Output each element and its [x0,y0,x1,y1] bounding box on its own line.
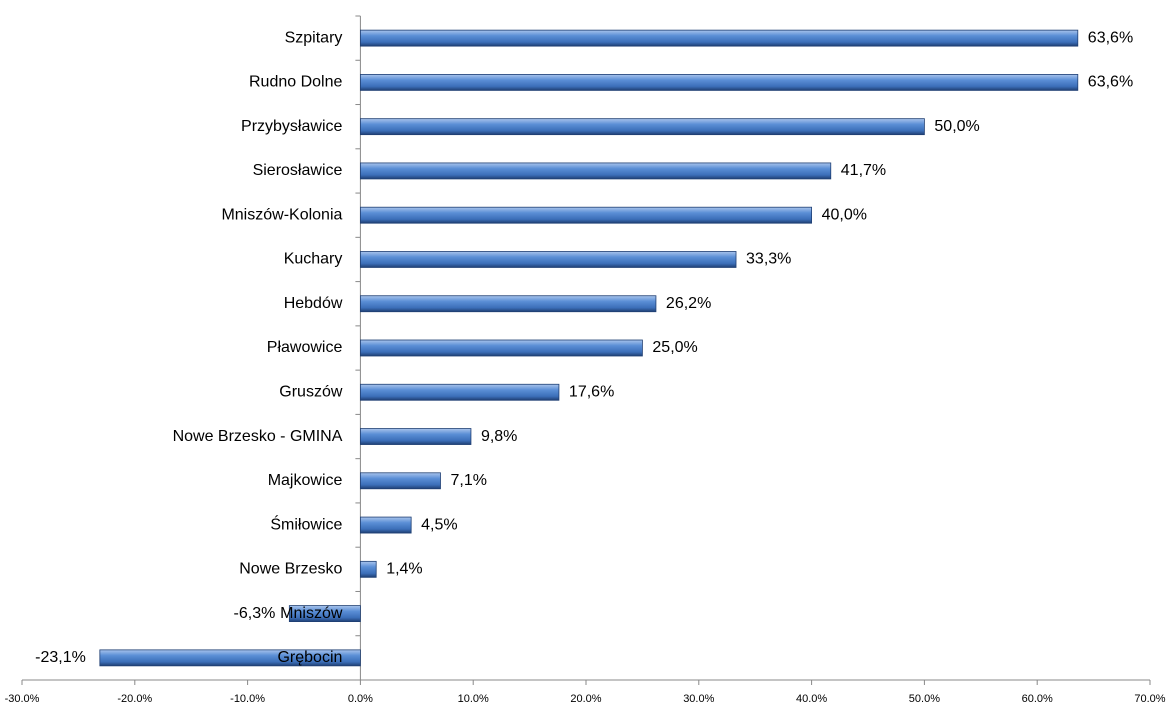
category-label: Śmiłowice [270,514,342,533]
category-label: Nowe Brzesko - GMINA [173,428,343,445]
value-label: 33,3% [746,251,791,268]
category-label: Szpitary [285,29,343,46]
bar [359,29,1079,47]
value-label: 63,6% [1088,29,1133,46]
category-label: Hebdów [284,295,343,312]
value-label: 17,6% [569,383,614,400]
x-tick-label: -30.0% [5,693,40,705]
category-label: Nowe Brzesko [239,561,342,578]
value-label: -6,3% [234,605,276,622]
x-tick-label: 30.0% [683,693,714,705]
bar [359,162,832,180]
bar [359,383,560,401]
bar [359,295,657,313]
category-label: Gruszów [279,383,343,400]
x-tick-label: 70.0% [1134,693,1165,705]
bar [359,206,813,224]
bar [359,472,441,490]
x-tick-label: 0.0% [348,693,373,705]
bar [359,428,472,445]
bar [288,605,361,622]
value-label: 26,2% [666,295,711,312]
category-label: Majkowice [268,472,343,489]
value-label: -23,1% [35,649,86,666]
x-tick-label: 20.0% [570,693,601,705]
value-label: 7,1% [450,472,486,489]
x-tick-label: 10.0% [458,693,489,705]
x-tick-label: -10.0% [230,693,265,705]
category-label: Grębocin [277,649,342,666]
value-label: 63,6% [1088,74,1133,91]
category-label: Mniszów-Kolonia [221,206,342,223]
value-label: 25,0% [652,339,697,356]
category-label: Rudno Dolne [249,74,343,91]
bar [359,251,737,268]
x-tick-label: -20.0% [117,693,152,705]
bar [359,118,925,136]
bar [359,339,643,357]
bar [359,516,412,534]
value-label: 41,7% [841,162,886,179]
category-label: Mniszów [280,605,343,622]
x-tick-label: 40.0% [796,693,827,705]
value-label: 40,0% [822,206,867,223]
value-label: 1,4% [386,561,422,578]
category-label: Kuchary [284,251,343,268]
value-label: 50,0% [934,118,979,135]
bar [359,560,377,578]
value-label: 9,8% [481,428,517,445]
x-tick-label: 60.0% [1022,693,1053,705]
bar [99,649,361,667]
x-tick-label: 50.0% [909,693,940,705]
category-label: Sierosławice [253,162,343,179]
value-label: 4,5% [421,516,457,533]
bar [359,74,1079,91]
category-label: Przybysławice [241,118,342,135]
category-label: Pławowice [267,339,343,356]
